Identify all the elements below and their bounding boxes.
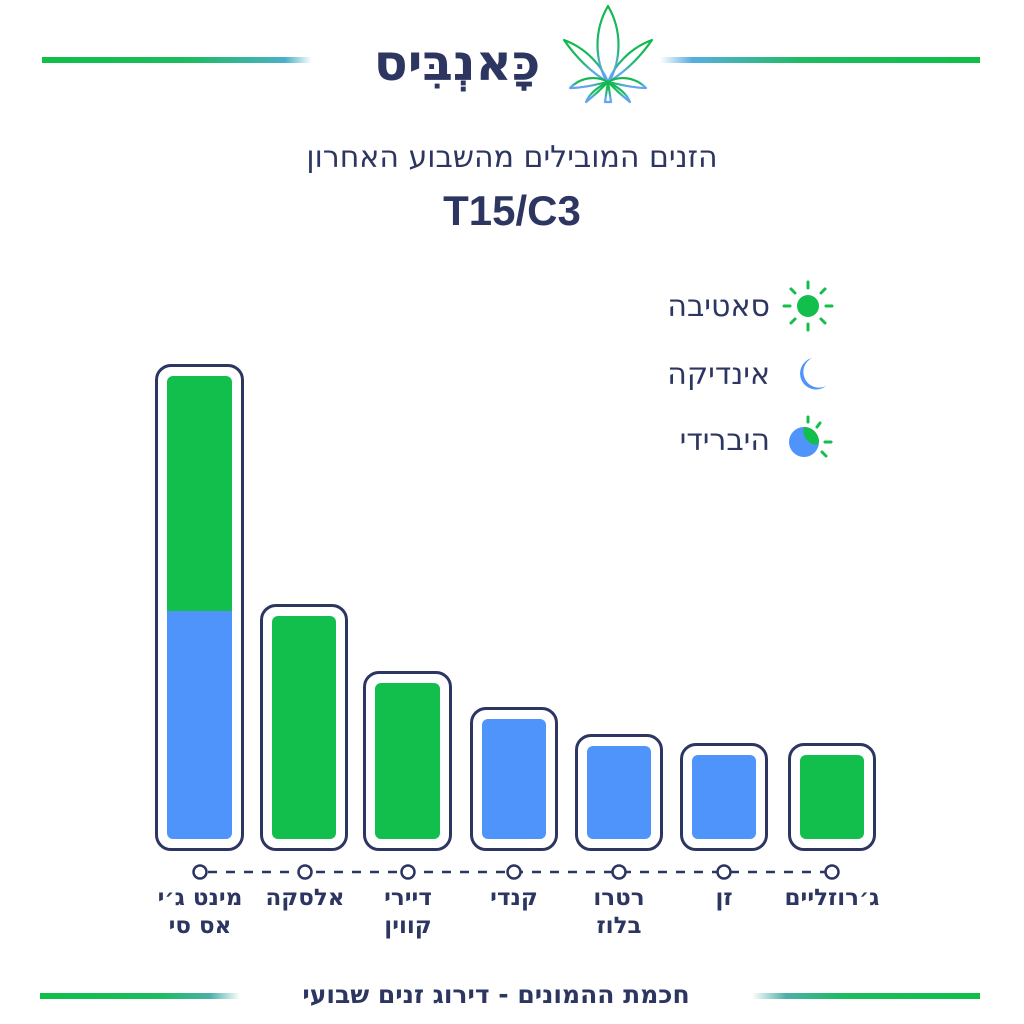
x-label-line: קנדי — [490, 885, 538, 911]
bar-jerusalem[interactable] — [788, 743, 876, 851]
bar-segment-indica — [167, 610, 232, 839]
x-label-line: זן — [715, 885, 733, 911]
x-label-retro-blues: רטרו בלוז — [564, 884, 674, 940]
footer-caption: חכמת ההמונים - דירוג זנים שבועי — [302, 980, 690, 1009]
chart-title: T15/C3 — [443, 187, 581, 234]
header-divider-right — [660, 57, 980, 63]
bar-alaska[interactable] — [260, 604, 348, 851]
chart-subtitle: הזנים המובילים מהשבוע האחרון — [306, 140, 718, 175]
brand-name: כָּאנְבִּיס — [373, 34, 541, 92]
x-label-line: ג׳רוזליים — [784, 885, 880, 911]
bar-dairy-queen[interactable] — [363, 671, 452, 851]
x-label-alaska: אלסקה — [250, 884, 360, 912]
bar-fill-sativa — [375, 683, 440, 839]
x-axis — [192, 864, 840, 880]
legend-label: אינדיקה — [667, 356, 770, 392]
header-divider-left — [42, 57, 312, 63]
legend-item-indica: אינדיקה — [667, 352, 834, 396]
bar-zen[interactable] — [680, 743, 768, 851]
x-label-line: מינט ג׳י — [157, 885, 243, 911]
bar-retro-blues[interactable] — [575, 734, 663, 851]
bar-fill-indica — [482, 719, 546, 839]
bar-segment-sativa — [167, 376, 232, 611]
x-label-line: דיירי — [384, 885, 432, 911]
bar-fill-indica — [587, 746, 651, 839]
x-label-zen: זן — [669, 884, 779, 912]
bar-fill — [167, 376, 232, 839]
footer-divider-right — [752, 993, 980, 999]
hybrid-sun-moon-icon — [789, 415, 833, 458]
x-label-jerusalem: ג׳רוזליים — [777, 884, 887, 912]
x-label-line: בלוז — [596, 913, 642, 939]
x-label-line: אלסקה — [265, 885, 345, 911]
moon-icon — [800, 358, 826, 390]
cannabis-leaf-icon — [562, 4, 654, 104]
bar-fill-sativa — [800, 755, 864, 839]
legend-label: היברידי — [679, 422, 770, 458]
x-label-candy: קנדי — [459, 884, 569, 912]
bar-fill-indica — [692, 755, 756, 839]
footer-divider-left — [40, 993, 240, 999]
x-label-dairy-queen: דיירי קווין — [353, 884, 463, 940]
x-label-line: קווין — [384, 913, 432, 939]
x-label-line: אס סי — [168, 913, 232, 939]
bar-candy[interactable] — [470, 707, 558, 851]
x-label-mint-gsc: מינט ג׳י אס סי — [145, 884, 255, 940]
legend-item-sativa: סאטיבה — [667, 280, 834, 332]
x-label-line: רטרו — [593, 885, 645, 911]
sun-icon — [782, 280, 834, 332]
bar-fill-sativa — [272, 616, 336, 839]
legend-label: סאטיבה — [667, 288, 770, 324]
legend-item-hybrid: היברידי — [679, 415, 834, 462]
bar-mint-gsc[interactable] — [155, 364, 244, 851]
